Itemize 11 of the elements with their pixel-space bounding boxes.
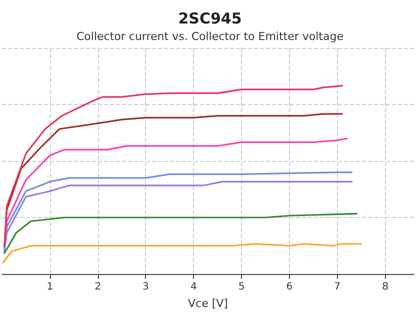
x-tick-label: 3 (142, 282, 149, 292)
x-tick-label: 2 (94, 282, 101, 292)
x-tick-label: 5 (238, 282, 245, 292)
x-axis-title: Vce [V] (188, 297, 228, 310)
x-tick-label: 1 (46, 282, 54, 292)
x-tick-label: 4 (190, 282, 197, 292)
chart-title: 2SC945 (178, 10, 242, 28)
chart-subtitle: Collector current vs. Collector to Emitter voltage (76, 30, 344, 43)
x-tick-label: 6 (286, 282, 293, 292)
x-tick-label: 7 (334, 282, 341, 292)
x-tick-label: 8 (382, 282, 388, 292)
